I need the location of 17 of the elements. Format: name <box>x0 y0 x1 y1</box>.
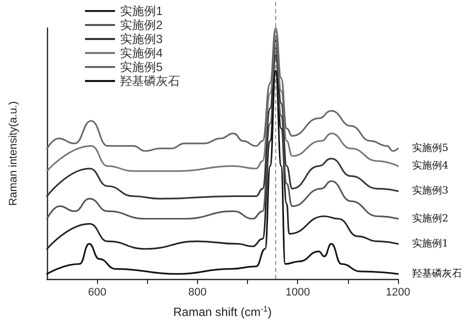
y-axis-title: Raman intensity(a.u.) <box>8 101 20 206</box>
x-tick-label: 1000 <box>285 286 310 298</box>
text: 实施例4 <box>412 160 448 172</box>
x-tick-label: 600 <box>88 286 106 298</box>
text: 实施例2 <box>412 213 448 224</box>
legend-label: 实施例5 <box>120 60 163 74</box>
legend-label: 实施例3 <box>120 32 163 46</box>
legend-label: 羟基磷灰石 <box>120 74 180 88</box>
text: 羟基磷灰石 <box>412 268 462 280</box>
legend-label: 实施例2 <box>120 18 163 32</box>
text: 实施例5 <box>412 142 448 154</box>
x-tick-label: 1200 <box>386 286 410 298</box>
x-tick-label: 800 <box>188 286 207 298</box>
text: 实施例1 <box>412 238 448 250</box>
legend-label: 实施例1 <box>120 4 163 18</box>
legend-label: 实施例4 <box>120 46 163 60</box>
text: 实施例3 <box>412 186 448 197</box>
